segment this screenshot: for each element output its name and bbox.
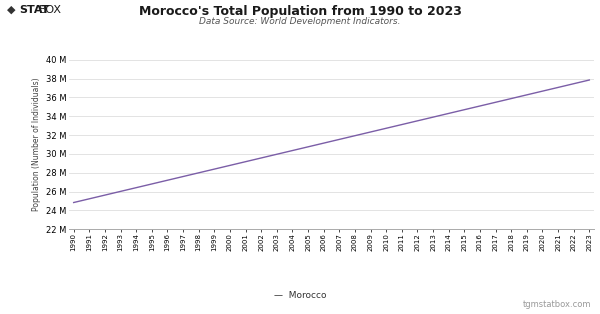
Text: Data Source: World Development Indicators.: Data Source: World Development Indicator… [199, 17, 401, 26]
Text: tgmstatbox.com: tgmstatbox.com [523, 300, 591, 309]
Text: BOX: BOX [39, 5, 62, 15]
Y-axis label: Population (Number of Individuals): Population (Number of Individuals) [32, 78, 41, 211]
Text: Morocco's Total Population from 1990 to 2023: Morocco's Total Population from 1990 to … [139, 5, 461, 18]
Text: —  Morocco: — Morocco [274, 291, 326, 300]
Text: ◆: ◆ [7, 5, 19, 15]
Text: STAT: STAT [19, 5, 50, 15]
